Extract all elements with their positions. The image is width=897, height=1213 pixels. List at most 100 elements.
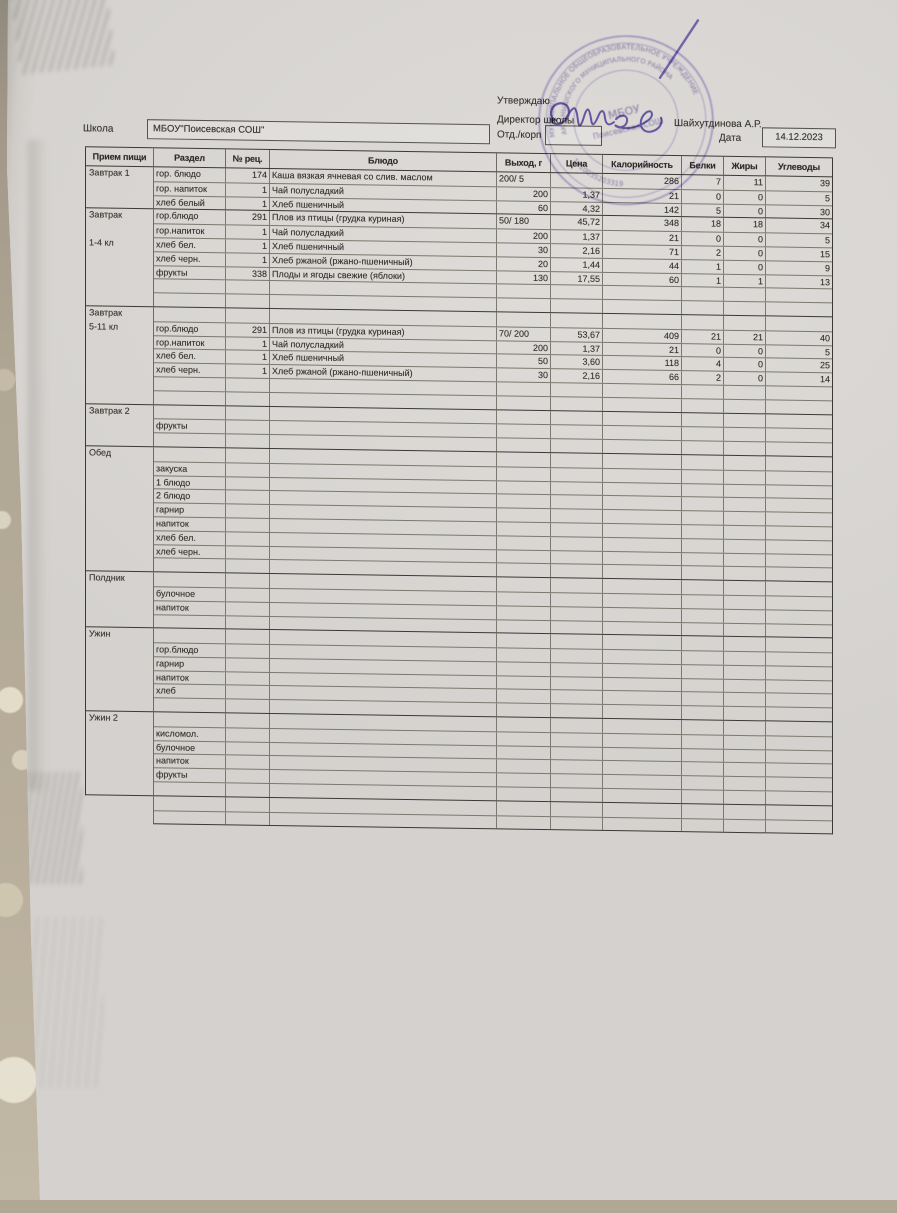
table-cell: 200 xyxy=(497,229,551,244)
table-cell: фрукты xyxy=(154,265,226,280)
table-cell: 39 xyxy=(819,178,830,189)
table-cell xyxy=(226,742,270,756)
table-cell xyxy=(497,563,551,578)
table-cell: 71 xyxy=(603,244,682,259)
table-cell xyxy=(497,759,551,774)
table-cell xyxy=(497,298,551,313)
table-cell: гор.напиток xyxy=(154,224,226,239)
date-field: 14.12.2023 xyxy=(762,127,836,149)
table-cell xyxy=(497,424,551,439)
table-cell xyxy=(724,651,766,666)
table-cell: фрукты xyxy=(154,768,226,783)
meal-section: Ужин 2 кисломол. булочное напиток фрукты xyxy=(85,711,833,807)
table-cell xyxy=(551,663,603,677)
table-cell xyxy=(724,693,766,707)
table-cell: 25 xyxy=(819,360,830,371)
paper-crease xyxy=(28,140,56,790)
table-cell xyxy=(682,734,724,749)
table-body: Завтрак 1 гор. блюдо 174 Каша вязкая ячнева… xyxy=(85,166,833,807)
table-cell xyxy=(551,313,603,328)
table-cell: 30 xyxy=(497,368,551,383)
table-cell: гор. блюдо xyxy=(154,167,226,183)
table-cell xyxy=(724,665,766,680)
table-cell xyxy=(682,301,724,315)
table-cell: хлеб xyxy=(154,684,226,699)
table-cell xyxy=(226,308,270,323)
table-cell xyxy=(766,554,832,568)
table-cell xyxy=(551,383,603,397)
table-cell: фрукты xyxy=(154,419,226,434)
table-cell: 1 xyxy=(226,225,270,239)
table-cell xyxy=(497,536,551,550)
table-cell: гарнир xyxy=(154,657,226,672)
table-cell: гор.блюдо xyxy=(154,322,226,336)
table-cell xyxy=(226,280,270,295)
menu-table: Прием пищи Раздел № рец. Блюдо Выход, г Цена К… xyxy=(85,146,833,835)
table-cell xyxy=(682,622,724,637)
table-cell xyxy=(551,676,603,691)
table-cell xyxy=(724,819,766,833)
table-cell: 0 xyxy=(724,371,766,386)
table-cell xyxy=(497,438,551,453)
table-cell: 1 xyxy=(226,239,270,253)
table-cell: 13 xyxy=(819,276,830,287)
table-cell: 2 блюдо xyxy=(154,489,226,504)
table-cell: 1,44 xyxy=(551,257,603,272)
table-cell: 1,37 xyxy=(551,341,603,356)
signature xyxy=(550,102,663,133)
table-cell xyxy=(551,788,603,802)
table-cell: хлеб черн. xyxy=(154,363,226,378)
table-cell: гор.блюдо xyxy=(154,209,226,225)
table-cell xyxy=(766,289,832,303)
table-cell xyxy=(497,746,551,760)
table-cell xyxy=(551,523,603,537)
table-cell: 1 xyxy=(226,336,270,351)
table-cell xyxy=(724,623,766,637)
table-cell xyxy=(551,550,603,565)
table-cell xyxy=(154,628,226,644)
table-cell: 0 xyxy=(682,343,724,358)
table-cell xyxy=(551,453,603,468)
table-cell: 20 xyxy=(497,257,551,271)
table-cell xyxy=(226,532,270,546)
table-cell: 34 xyxy=(819,220,830,231)
table-cell xyxy=(154,782,226,797)
table-cell xyxy=(724,539,766,553)
table-cell xyxy=(497,689,551,704)
table-cell: 1,37 xyxy=(551,230,603,244)
table-cell xyxy=(682,692,724,707)
table-cell xyxy=(766,596,832,610)
table-cell xyxy=(682,483,724,498)
table-cell xyxy=(603,510,682,525)
table-cell xyxy=(497,703,551,718)
table-cell xyxy=(724,790,766,805)
meal-section: Обед закуска 1 блюдо 2 блюдо гарнир напиток хл… xyxy=(85,446,833,583)
meal-label: Ужин 2 xyxy=(86,711,154,796)
table-cell xyxy=(682,762,724,777)
table-cell: 409 xyxy=(603,328,682,343)
table-cell xyxy=(551,704,603,719)
table-cell: 60 xyxy=(603,272,682,287)
table-cell: 118 xyxy=(603,356,682,371)
table-cell xyxy=(603,453,682,469)
table-cell xyxy=(766,638,832,653)
table-cell: 2 xyxy=(682,246,724,260)
table-cell xyxy=(551,620,603,635)
table-cell xyxy=(603,817,682,832)
table-cell xyxy=(766,805,832,820)
table-cell: хлеб бел. xyxy=(154,238,226,253)
table-cell xyxy=(270,812,497,829)
table-cell xyxy=(724,288,766,302)
table-cell xyxy=(682,497,724,511)
table-cell xyxy=(226,769,270,784)
meal-label: Завтрак 2 xyxy=(86,403,154,447)
table-cell: 1 xyxy=(226,350,270,365)
table-cell xyxy=(154,447,226,463)
table-cell xyxy=(603,482,682,497)
table-cell: 5 xyxy=(824,193,830,204)
table-cell: 21 xyxy=(724,330,766,344)
table-cell xyxy=(154,391,226,405)
table-cell xyxy=(682,552,724,567)
table-cell xyxy=(226,405,270,421)
table-cell xyxy=(551,649,603,663)
